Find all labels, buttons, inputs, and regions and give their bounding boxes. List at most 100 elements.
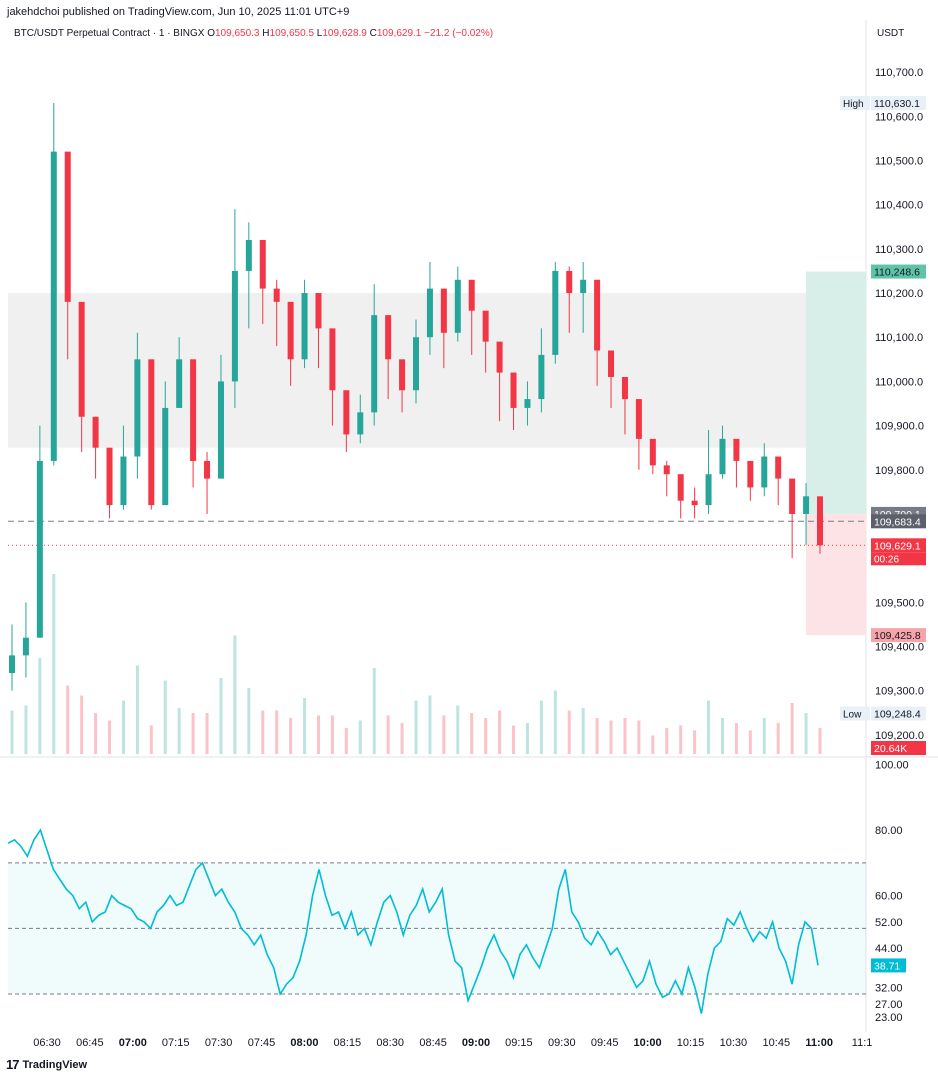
volume-bar	[693, 730, 697, 754]
stop-loss-bg	[871, 628, 926, 643]
candle-body	[719, 438, 726, 475]
volume-bar	[358, 720, 362, 754]
candle-body	[580, 279, 587, 294]
candle-body	[64, 151, 71, 302]
candle-body	[635, 399, 642, 439]
candle-body	[468, 279, 475, 311]
dashed-level-label: 109,683.4	[874, 516, 921, 528]
time-tick-label: 11:1	[852, 1037, 873, 1049]
time-tick-label: 09:15	[505, 1037, 533, 1049]
volume-bar	[94, 713, 98, 754]
volume-bar	[790, 703, 794, 754]
footer-brand-name: TradingView	[22, 1058, 88, 1071]
volume-bar	[637, 720, 641, 754]
price-tick-label: 109,300.0	[875, 686, 924, 698]
price-tick-label: 109,200.0	[875, 730, 924, 742]
candle-body	[92, 416, 99, 448]
high-marker-tag-bg	[840, 95, 870, 110]
volume-bar	[748, 730, 752, 754]
stop-loss-zone	[806, 513, 866, 636]
open-label: O	[207, 28, 215, 39]
volume-bar	[38, 658, 42, 754]
candle-body	[413, 337, 419, 391]
countdown-label: 00:26	[874, 554, 899, 565]
volume-bar	[303, 698, 307, 754]
volume-bar	[344, 728, 348, 754]
rsi-tick-label: 23.00	[875, 1012, 903, 1024]
volume-bar	[470, 713, 474, 754]
price-tick-label: 109,900.0	[875, 421, 924, 433]
candle-body	[134, 359, 141, 457]
price-tick-label: 109,400.0	[875, 642, 924, 654]
volume-bar	[372, 668, 376, 754]
volume-bar	[665, 728, 669, 754]
volume-bar	[539, 700, 543, 754]
candle-body	[50, 151, 57, 461]
footer-brand: 17 TradingView	[6, 1057, 87, 1072]
rsi-line	[7, 828, 819, 1014]
price-tick-label: 109,800.0	[875, 465, 924, 477]
candle-body	[524, 399, 531, 408]
volume-bar	[734, 723, 738, 754]
candle-body	[78, 301, 85, 417]
candle-body	[691, 500, 698, 506]
volume-bar	[400, 723, 404, 754]
symbol-name[interactable]: BTC/USDT Perpetual Contract · 1 · BINGX	[14, 28, 205, 39]
time-tick-label: 07:45	[248, 1037, 276, 1049]
volume-bar	[316, 715, 320, 754]
candle-body	[259, 240, 266, 289]
rsi-tick-label: 80.00	[875, 825, 903, 837]
candle-body	[371, 315, 378, 413]
tradingview-logo-icon: 17	[6, 1057, 20, 1072]
candle-body	[789, 478, 796, 514]
candle-body	[217, 381, 224, 479]
dashed-level-bg	[871, 514, 926, 529]
candle-body	[608, 350, 615, 377]
candle-body	[399, 359, 406, 391]
volume-bar	[651, 735, 655, 754]
volume-bar	[804, 713, 808, 754]
low-value: 109,628.9	[322, 28, 367, 39]
volume-bar	[177, 708, 181, 754]
rsi-tick-label: 44.00	[875, 943, 903, 955]
volume-bar	[595, 718, 599, 754]
volume-bar	[121, 700, 125, 754]
volume-bar	[525, 723, 529, 754]
candle-body	[454, 279, 461, 333]
rsi-tick-label: 32.00	[875, 982, 903, 994]
candle-body	[190, 359, 197, 461]
close-label: C	[369, 28, 377, 39]
candle-body	[663, 465, 670, 475]
time-tick-label: 07:30	[205, 1037, 233, 1049]
candle-body	[621, 376, 628, 400]
price-tick-label: 110,000.0	[875, 376, 923, 388]
candle-body	[496, 341, 503, 373]
price-tick-label: 110,700.0	[875, 67, 923, 79]
candle-body	[705, 474, 712, 506]
current-price-label: 109,629.1	[874, 540, 921, 552]
open-value: 109,650.3	[215, 28, 260, 39]
candle-body	[538, 354, 545, 400]
candle-body	[343, 390, 350, 435]
change-value: −21.2 (−0.02%)	[424, 28, 494, 39]
high-label: H	[262, 28, 270, 39]
candle-body	[357, 412, 364, 435]
candle-body	[385, 315, 392, 360]
volume-bar	[247, 688, 251, 754]
time-tick-label: 08:00	[290, 1037, 318, 1049]
volume-bar	[289, 718, 293, 754]
low-marker-tag-bg	[840, 706, 870, 721]
candle-body	[552, 270, 559, 355]
price-tick-label: 110,500.0	[875, 155, 923, 167]
candle-body	[482, 310, 489, 342]
candle-body	[231, 270, 238, 382]
low-label: L	[316, 28, 323, 39]
high-marker-label: 110,630.1	[874, 98, 920, 110]
volume-bar	[414, 700, 418, 754]
time-tick-label: 09:45	[591, 1037, 619, 1049]
low-marker-bg	[871, 706, 926, 721]
candle-body	[775, 456, 782, 479]
currency-label[interactable]: USDT	[877, 28, 905, 39]
candle-body	[36, 460, 43, 638]
